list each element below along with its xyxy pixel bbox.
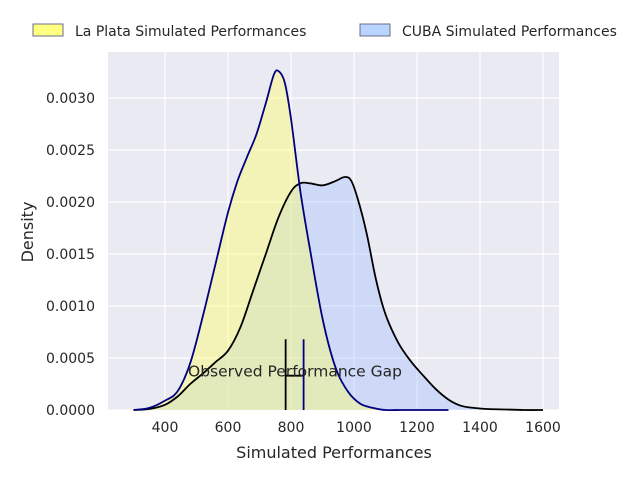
y-tick-label-0.0010: 0.0010 (46, 299, 95, 315)
x-tick-label-1200: 1200 (399, 420, 435, 436)
legend-item-cuba[interactable]: CUBA Simulated Performances (359, 23, 617, 40)
y-axis-label: Density (18, 202, 37, 263)
x-tick-label-400: 400 (152, 420, 179, 436)
performance-gap-bracket (284, 339, 305, 410)
legend-label-la-plata: La Plata Simulated Performances (75, 24, 306, 40)
y-axis-ticks: 0.0000 0.0005 0.0010 0.0015 0.0020 0.0025 0.00… (46, 91, 95, 419)
x-axis-label: Simulated Performances (236, 443, 432, 462)
x-tick-label-800: 800 (278, 420, 305, 436)
legend-swatch-la-plata (32, 23, 64, 37)
density-line-cuba (133, 176, 544, 411)
density-area-la-plata (133, 70, 449, 411)
annotation-observed-gap: Observed Performance Gap (188, 362, 402, 380)
x-tick-label-1600: 1600 (525, 420, 561, 436)
legend-item-la-plata[interactable]: La Plata Simulated Performances (32, 23, 306, 40)
plot-background (108, 52, 559, 410)
density-line-la-plata (133, 69, 449, 412)
y-tick-label-0.0005: 0.0005 (46, 351, 95, 367)
grid-lines (108, 52, 559, 411)
density-area-cuba (133, 176, 543, 411)
density-areas (133, 69, 544, 412)
y-tick-label-0.0030: 0.0030 (46, 91, 95, 107)
y-tick-label-0.0015: 0.0015 (46, 247, 95, 263)
y-tick-label-0.0025: 0.0025 (46, 143, 95, 159)
legend-swatch-cuba (359, 23, 391, 37)
legend: La Plata Simulated Performances CUBA Sim… (32, 23, 617, 40)
x-tick-label-1000: 1000 (336, 420, 372, 436)
x-tick-label-600: 600 (215, 420, 242, 436)
y-tick-label-0.0020: 0.0020 (46, 195, 95, 211)
x-tick-label-1400: 1400 (462, 420, 498, 436)
x-axis-ticks: 400 600 800 1000 1200 1400 1600 (152, 420, 561, 436)
y-tick-label-0.0000: 0.0000 (46, 403, 95, 419)
legend-label-cuba: CUBA Simulated Performances (402, 24, 617, 40)
